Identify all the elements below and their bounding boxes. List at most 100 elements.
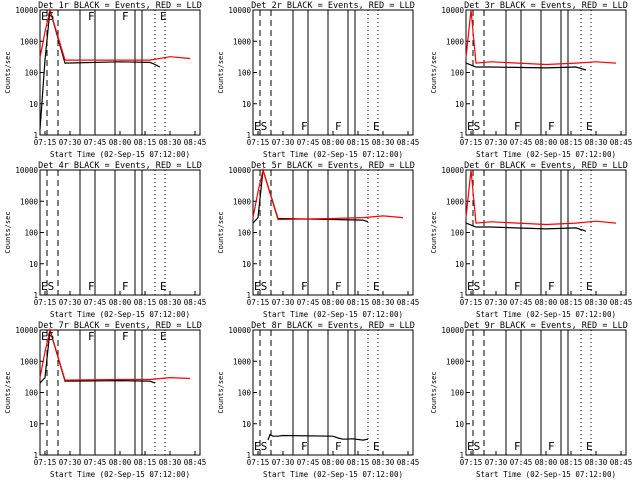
y-tick-label: 1 [33, 291, 38, 300]
x-tick-label: 08:00 [322, 458, 345, 467]
y-tick-label: 100 [237, 389, 251, 398]
chart-title: Det 2r BLACK = Events, RED = LLD [251, 1, 415, 11]
x-tick-label: 07:30 [272, 298, 295, 307]
plot-frame [465, 9, 627, 136]
x-tick-label: 08:30 [372, 298, 395, 307]
y-tick-label: 10 [242, 420, 252, 429]
detector-chart-5: Det 5r BLACK = Events, RED = LLD Counts/s… [217, 161, 419, 319]
x-tick-label: 08:15 [560, 298, 583, 307]
y-tick-label: 100 [237, 229, 251, 238]
chart-title: Det 7r BLACK = Events, RED = LLD [38, 321, 202, 331]
plot-frame [39, 9, 201, 136]
x-tick-label: 08:45 [610, 138, 633, 147]
y-tick-label: 10 [455, 420, 465, 429]
detector-chart-3: Det 3r BLACK = Events, RED = LLD Counts/s… [430, 1, 632, 159]
events-series-line [39, 9, 161, 130]
x-axis-label: Start Time (02-Sep-15 07:12:00) [476, 470, 616, 479]
plot-frame [252, 169, 414, 296]
lld-series-line [39, 7, 191, 61]
x-tick-label: 08:45 [610, 458, 633, 467]
y-tick-label: 1000 [233, 357, 252, 366]
event-marker-label: F [88, 10, 95, 23]
x-tick-label: 07:15 [460, 298, 483, 307]
event-marker-label: E [373, 120, 380, 133]
plot-frame [465, 329, 627, 456]
y-tick-label: 10000 [441, 6, 464, 15]
event-marker-label: E [160, 280, 167, 293]
x-axis-label: Start Time (02-Sep-15 07:12:00) [263, 310, 403, 319]
x-tick-label: 08:30 [585, 138, 608, 147]
event-marker-label: F [88, 280, 95, 293]
x-axis-label: Start Time (02-Sep-15 07:12:00) [50, 150, 190, 159]
event-marker-label: F [548, 280, 555, 293]
x-tick-label: 07:45 [297, 458, 320, 467]
x-tick-label: 07:15 [34, 138, 57, 147]
y-tick-label: 10000 [15, 6, 38, 15]
event-marker-label: ES [41, 330, 54, 343]
y-tick-label: 10 [455, 260, 465, 269]
x-tick-label: 08:30 [372, 138, 395, 147]
y-tick-label: 1000 [20, 197, 39, 206]
y-axis-label: Counts/sec [4, 51, 12, 93]
y-tick-label: 1 [246, 451, 251, 460]
event-marker-label: ES [467, 280, 480, 293]
x-tick-label: 08:00 [109, 138, 132, 147]
y-tick-label: 1000 [446, 37, 465, 46]
y-tick-label: 10 [29, 260, 39, 269]
event-marker-label: F [514, 120, 521, 133]
x-tick-label: 08:00 [109, 298, 132, 307]
event-marker-label: ES [467, 120, 480, 133]
y-axis-label: Counts/sec [4, 211, 12, 253]
event-marker-label: E [373, 440, 380, 453]
events-series-line [252, 169, 369, 224]
event-marker-label: F [335, 120, 342, 133]
detector-chart-1: Det 1r BLACK = Events, RED = LLD Counts/s… [4, 1, 206, 159]
plot-frame [39, 329, 201, 456]
y-tick-label: 10000 [228, 166, 251, 175]
y-axis-label: Counts/sec [430, 51, 438, 93]
y-tick-label: 100 [450, 389, 464, 398]
x-tick-label: 07:45 [84, 138, 107, 147]
event-marker-label: F [548, 440, 555, 453]
x-tick-label: 08:15 [347, 298, 370, 307]
detector-chart-4: Det 4r BLACK = Events, RED = LLD Counts/s… [4, 161, 206, 319]
y-tick-label: 100 [24, 229, 38, 238]
y-tick-label: 10000 [15, 326, 38, 335]
events-series-line [39, 329, 156, 384]
x-tick-label: 08:00 [535, 298, 558, 307]
x-tick-label: 08:30 [585, 298, 608, 307]
y-tick-label: 100 [450, 69, 464, 78]
y-tick-label: 1 [33, 451, 38, 460]
y-tick-label: 1 [459, 131, 464, 140]
y-axis-label: Counts/sec [217, 51, 225, 93]
x-axis-label: Start Time (02-Sep-15 07:12:00) [263, 150, 403, 159]
x-tick-label: 07:15 [247, 298, 270, 307]
y-tick-label: 10000 [228, 6, 251, 15]
events-series-line [465, 222, 587, 232]
y-tick-label: 1 [459, 291, 464, 300]
y-tick-label: 10000 [228, 326, 251, 335]
y-tick-label: 1000 [233, 37, 252, 46]
event-marker-label: E [586, 120, 593, 133]
x-tick-label: 08:00 [322, 298, 345, 307]
x-tick-label: 07:30 [485, 458, 508, 467]
x-tick-label: 07:45 [84, 458, 107, 467]
y-axis-label: Counts/sec [4, 371, 12, 413]
y-axis-label: Counts/sec [430, 371, 438, 413]
x-tick-label: 08:45 [397, 458, 420, 467]
x-tick-label: 07:45 [297, 298, 320, 307]
x-tick-label: 08:15 [347, 458, 370, 467]
x-tick-label: 08:45 [184, 458, 207, 467]
chart-title: Det 3r BLACK = Events, RED = LLD [464, 1, 628, 11]
x-tick-label: 07:30 [485, 298, 508, 307]
y-tick-label: 10 [455, 100, 465, 109]
x-axis-label: Start Time (02-Sep-15 07:12:00) [50, 470, 190, 479]
x-tick-label: 07:45 [510, 458, 533, 467]
chart-title: Det 9r BLACK = Events, RED = LLD [464, 321, 628, 331]
event-marker-label: ES [41, 280, 54, 293]
event-marker-label: F [514, 280, 521, 293]
x-tick-label: 08:00 [535, 138, 558, 147]
x-tick-label: 07:45 [510, 138, 533, 147]
detector-chart-9: Det 9r BLACK = Events, RED = LLD Counts/s… [430, 321, 632, 479]
chart-title: Det 8r BLACK = Events, RED = LLD [251, 321, 415, 331]
